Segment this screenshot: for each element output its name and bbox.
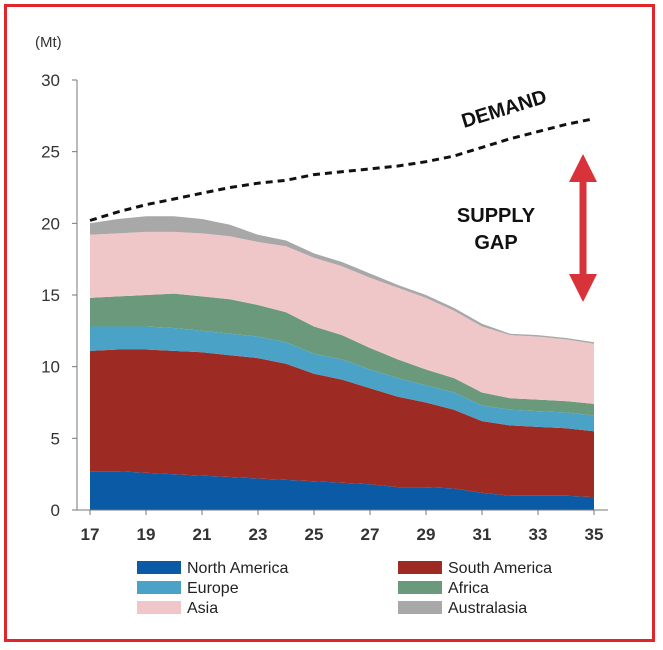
demand-line — [89, 117, 595, 222]
x-tick-label: 21 — [193, 525, 212, 544]
legend-swatch-asia — [137, 601, 181, 614]
demand-label: DEMAND — [459, 86, 549, 133]
x-tick-label: 33 — [529, 525, 548, 544]
legend-swatch-south-america — [398, 561, 442, 574]
legend-swatch-australasia — [398, 601, 442, 614]
area-north-america — [90, 471, 594, 510]
y-tick-label: 15 — [41, 286, 60, 305]
area-europe — [90, 326, 594, 432]
area-asia — [90, 231, 594, 404]
x-tick-label: 35 — [585, 525, 604, 544]
legend: North America South America Europe Africa As… — [137, 560, 552, 617]
x-tick-label: 19 — [137, 525, 156, 544]
y-tick-label: 25 — [41, 143, 60, 162]
y-tick-label: 5 — [51, 429, 60, 448]
supply-gap-label-line1: SUPPLY — [457, 205, 536, 227]
x-tick-label: 27 — [361, 525, 380, 544]
x-tick-label: 31 — [473, 525, 492, 544]
legend-label-europe: Europe — [187, 580, 239, 597]
area-south-america — [90, 349, 594, 498]
x-tick-label: 29 — [417, 525, 436, 544]
area-africa — [90, 293, 594, 416]
x-tick-label: 17 — [81, 525, 100, 544]
x-tick-label: 23 — [249, 525, 268, 544]
supply-gap-label-line2: GAP — [474, 232, 517, 254]
y-tick-label: 30 — [41, 71, 60, 90]
legend-label-north-america: North America — [187, 560, 288, 577]
legend-label-africa: Africa — [448, 580, 489, 597]
area-australasia — [90, 216, 594, 344]
x-tick-label: 25 — [305, 525, 324, 544]
stacked-areas — [90, 216, 594, 510]
tick-labels: 0 5 10 15 20 25 30 17 19 21 23 25 27 29 31 33 35 — [41, 71, 603, 544]
y-tick-label: 10 — [41, 358, 60, 377]
legend-label-asia: Asia — [187, 600, 218, 617]
legend-swatch-north-america — [137, 561, 181, 574]
legend-label-south-america: South America — [448, 560, 552, 577]
y-unit-label: (Mt) — [35, 34, 62, 51]
legend-swatch-europe — [137, 581, 181, 594]
legend-swatch-africa — [398, 581, 442, 594]
axes — [72, 79, 608, 515]
y-tick-label: 0 — [51, 501, 60, 520]
legend-label-australasia: Australasia — [448, 600, 527, 617]
y-tick-label: 20 — [41, 214, 60, 233]
